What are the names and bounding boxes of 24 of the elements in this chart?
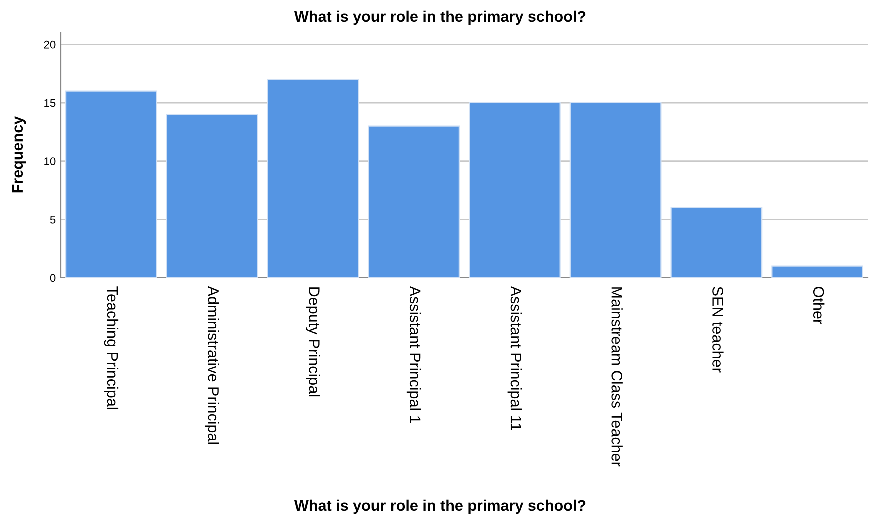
x-axis-title: What is your role in the primary school? bbox=[294, 500, 586, 514]
x-tick-label: Mainstream Class Teacher bbox=[612, 288, 623, 467]
bar bbox=[166, 114, 258, 278]
y-tick-label: 20 bbox=[44, 40, 56, 49]
x-tick-label: SEN teacher bbox=[712, 287, 724, 373]
x-tick-label: Assistant Principal 11 bbox=[508, 286, 522, 431]
x-tick-label: Teaching Principal bbox=[104, 286, 119, 410]
x-tick-label: Administrative Principal bbox=[205, 286, 220, 444]
y-tick-label: 15 bbox=[44, 99, 56, 108]
y-tick-label: 0 bbox=[50, 274, 56, 282]
bar bbox=[368, 126, 460, 278]
bar bbox=[267, 79, 360, 278]
bar bbox=[772, 266, 864, 278]
y-axis-title: Frequency bbox=[12, 116, 26, 193]
bar bbox=[65, 90, 158, 278]
y-tick-label: 10 bbox=[44, 158, 56, 166]
bar bbox=[468, 102, 561, 278]
x-tick-label: Other bbox=[813, 287, 825, 324]
chart-title: What is your role in the primary school? bbox=[294, 10, 586, 26]
bar bbox=[670, 207, 763, 278]
y-tick-label: 5 bbox=[50, 216, 56, 224]
x-tick-label: Deputy Principal bbox=[306, 288, 320, 397]
bar bbox=[570, 102, 662, 278]
x-tick-label: Assistant Principal 1 bbox=[406, 286, 422, 424]
